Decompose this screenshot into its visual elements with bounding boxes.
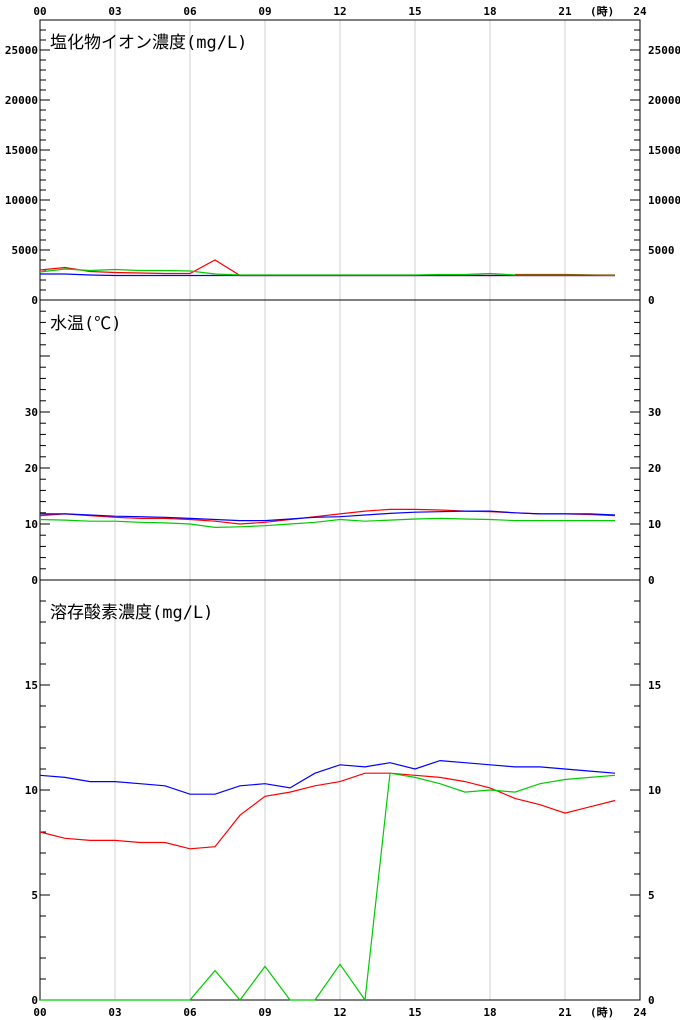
y-tick-label-left-chloride: 0: [31, 294, 38, 307]
y-tick-label-right-dissolved_oxygen: 5: [648, 889, 655, 902]
y-tick-label-right-dissolved_oxygen: 15: [648, 679, 661, 692]
y-tick-label-right-chloride: 20000: [648, 94, 680, 107]
x-tick-label-bottom: 15: [408, 1006, 421, 1019]
y-tick-label-left-water_temp: 30: [25, 406, 38, 419]
x-tick-label-bottom: 21: [558, 1006, 572, 1019]
series-layer: [39, 259, 616, 1002]
y-tick-label-left-dissolved_oxygen: 0: [31, 994, 38, 1007]
x-tick-label-top: 21: [558, 5, 572, 18]
x-tick-label-bottom: 03: [108, 1006, 121, 1019]
x-tick-label-bottom: 06: [183, 1006, 197, 1019]
x-tick-label-top: 06: [183, 5, 197, 18]
x-tick-label-bottom: 00: [33, 1006, 46, 1019]
x-tick-label-top: 15: [408, 5, 421, 18]
series-line-dissolved_oxygen-2: [40, 772, 616, 1002]
label-layer: 0000030306060909121215151818212124242500…: [5, 5, 680, 1019]
series-line-chloride-3: [515, 273, 615, 276]
y-tick-label-left-chloride: 15000: [5, 144, 38, 157]
y-tick-label-right-water_temp: 10: [648, 518, 661, 531]
x-tick-label-top: 18: [483, 5, 496, 18]
panel-title-chloride: 塩化物イオン濃度(mg/L): [50, 33, 247, 53]
panel-title-dissolved-oxygen: 溶存酸素濃度(mg/L): [50, 603, 213, 623]
y-tick-label-left-dissolved_oxygen: 10: [25, 784, 38, 797]
y-tick-label-right-chloride: 10000: [648, 194, 680, 207]
x-tick-label-bottom: 18: [483, 1006, 496, 1019]
series-line-water_temp-2: [39, 517, 615, 529]
y-tick-label-right-chloride: 0: [648, 294, 655, 307]
x-tick-label-bottom: 09: [258, 1006, 271, 1019]
y-tick-label-right-chloride: 5000: [648, 244, 675, 257]
x-tick-label-bottom: 24: [633, 1006, 647, 1019]
x-tick-label-top: 09: [258, 5, 271, 18]
y-tick-label-left-water_temp: 20: [25, 462, 38, 475]
y-tick-label-right-water_temp: 20: [648, 462, 661, 475]
y-tick-label-right-water_temp: 30: [648, 406, 661, 419]
series-line-dissolved_oxygen-1: [39, 759, 616, 795]
y-tick-label-right-dissolved_oxygen: 0: [648, 994, 655, 1007]
y-tick-label-right-chloride: 25000: [648, 44, 680, 57]
y-tick-label-right-dissolved_oxygen: 10: [648, 784, 661, 797]
x-tick-label-top: 00: [33, 5, 46, 18]
series-line-dissolved_oxygen-0: [39, 772, 616, 850]
y-tick-label-left-dissolved_oxygen: 15: [25, 679, 38, 692]
y-tick-label-left-chloride: 25000: [5, 44, 38, 57]
y-tick-label-left-dissolved_oxygen: 5: [31, 889, 38, 902]
x-tick-label-top: 03: [108, 5, 121, 18]
y-tick-label-right-chloride: 15000: [648, 144, 680, 157]
x-tick-label-top: 24: [633, 5, 647, 18]
grid-layer: [114, 20, 566, 1000]
y-tick-label-left-water_temp: 0: [31, 574, 38, 587]
y-tick-label-left-water_temp: 10: [25, 518, 38, 531]
panel-title-water-temp: 水温(℃): [50, 314, 121, 334]
x-tick-label-top: 12: [333, 5, 346, 18]
y-tick-label-left-chloride: 5000: [12, 244, 39, 257]
y-tick-label-right-water_temp: 0: [648, 574, 655, 587]
series-line-water_temp-1: [40, 510, 616, 522]
axis-layer: [39, 19, 641, 1001]
x-tick-label-bottom: 12: [333, 1006, 346, 1019]
y-tick-label-left-chloride: 20000: [5, 94, 38, 107]
x-unit-label-bottom: (時): [590, 1005, 614, 1019]
x-unit-label-top: (時): [590, 4, 614, 18]
y-tick-label-left-chloride: 10000: [5, 194, 38, 207]
